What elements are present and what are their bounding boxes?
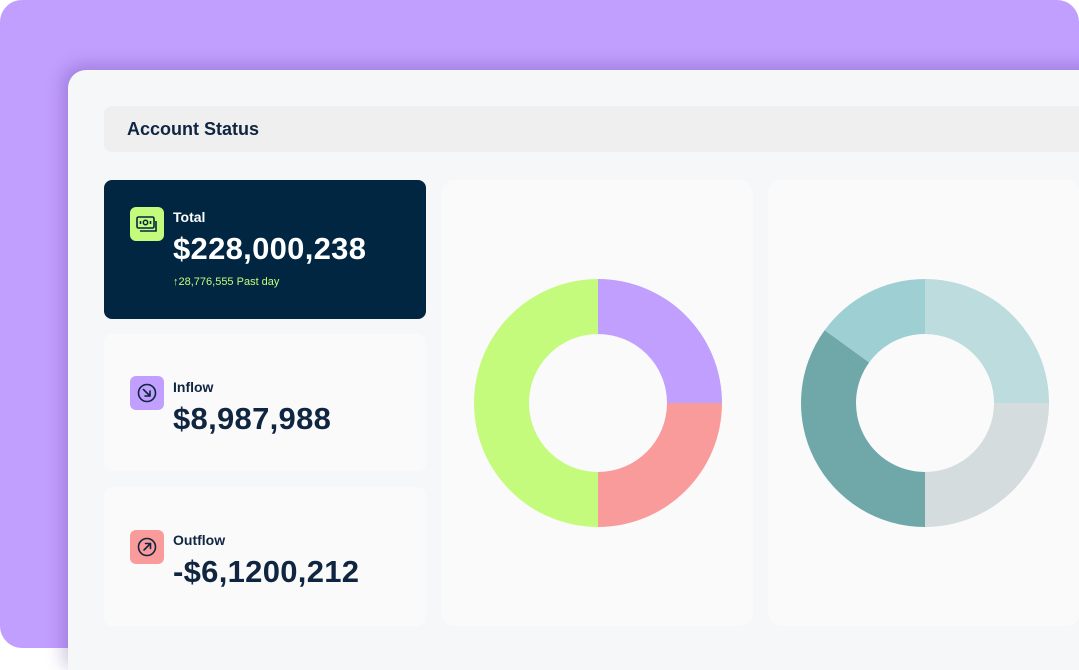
arrow-down-right-icon xyxy=(130,376,164,410)
app-window: Account Status Total $228,000,238 ↑28,77… xyxy=(68,70,1079,670)
donut-2-slice-1 xyxy=(925,279,1049,403)
inflow-value: $8,987,988 xyxy=(173,401,332,436)
total-change: ↑28,776,555 Past day xyxy=(173,276,280,288)
donut-1-slice-1 xyxy=(598,279,722,403)
inflow-card[interactable]: Inflow $8,987,988 xyxy=(104,334,426,471)
chart-panel-2 xyxy=(768,180,1079,626)
arrow-up-right-icon xyxy=(130,530,164,564)
donut-chart-2 xyxy=(801,279,1049,527)
donut-1-slice-3 xyxy=(474,279,598,527)
total-label: Total xyxy=(173,209,206,225)
outflow-value: -$6,1200,212 xyxy=(173,554,360,589)
donut-2-slice-2 xyxy=(925,403,1049,527)
chart-panel-1 xyxy=(441,180,753,626)
donut-2-slice-4 xyxy=(824,279,925,363)
page-title: Account Status xyxy=(127,118,260,139)
outflow-card[interactable]: Outflow -$6,1200,212 xyxy=(104,487,426,626)
inflow-label: Inflow xyxy=(173,379,214,395)
total-value: $228,000,238 xyxy=(173,231,367,266)
donut-2-slice-3 xyxy=(801,330,925,527)
outflow-label: Outflow xyxy=(173,532,226,548)
donut-1-slice-2 xyxy=(598,403,722,527)
section-header: Account Status xyxy=(104,106,1079,152)
cash-icon xyxy=(130,207,164,241)
total-card[interactable]: Total $228,000,238 ↑28,776,555 Past day xyxy=(104,180,426,319)
donut-chart-1 xyxy=(474,279,722,527)
